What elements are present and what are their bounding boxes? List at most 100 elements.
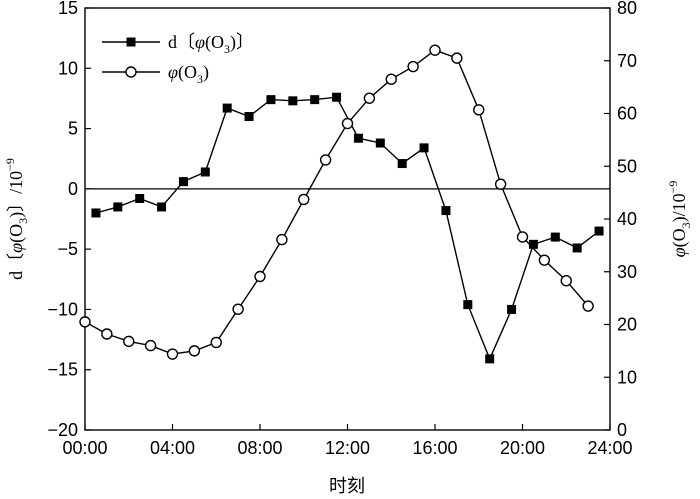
label-part-0: φ — [168, 62, 178, 82]
right-tick-label: 70 — [617, 51, 637, 71]
right-axis-title: φ(O3)/10−9 — [666, 181, 693, 258]
series-1-point — [494, 178, 507, 190]
label-part-2: (O — [6, 224, 27, 243]
x-tick-label: 16:00 — [412, 438, 457, 458]
legend-marker — [126, 37, 136, 47]
series-0-point — [397, 159, 407, 169]
series-0-point — [178, 177, 188, 187]
right-tick-label: 60 — [617, 104, 637, 124]
label-part-1: φ — [195, 32, 205, 52]
series-0-point — [200, 167, 210, 177]
series-0-point — [353, 133, 363, 143]
series-0-point — [135, 194, 145, 204]
label-part-4: −9 — [666, 181, 680, 194]
right-tick-label: 20 — [617, 315, 637, 335]
series-0-point — [485, 354, 495, 364]
series-0-point — [419, 143, 429, 153]
x-tick-label: 20:00 — [500, 438, 545, 458]
series-1-point — [560, 275, 572, 287]
series-0-point — [572, 243, 582, 253]
series-0-point — [550, 232, 560, 242]
series-1-point — [101, 328, 113, 340]
left-axis: 15 10 5 0 −5 −10 −15 −20 — [47, 0, 91, 440]
right-tick-label: 40 — [617, 209, 637, 229]
label-part-2: (O — [205, 32, 224, 53]
label-part-2: 3 — [197, 72, 203, 86]
series-0-point — [594, 226, 604, 236]
series-1-point — [429, 44, 441, 56]
series-0-point — [441, 206, 451, 216]
series-1-point — [319, 154, 332, 166]
series-1-point — [298, 193, 310, 206]
right-tick-label: 10 — [617, 367, 637, 387]
left-tick-label: −5 — [57, 239, 78, 259]
series-1-point — [144, 339, 157, 352]
series-0-point — [507, 304, 517, 314]
x-axis-title: 时刻 — [329, 476, 365, 496]
label-part-0: φ — [669, 247, 689, 257]
series-0-point — [244, 112, 254, 122]
label-part-0: d〔 — [6, 253, 26, 280]
series-1-point — [254, 270, 266, 283]
legend: d〔φ(O3)〕φ(O3) — [102, 32, 254, 86]
series-1-point — [473, 104, 485, 116]
right-axis: 80 70 60 50 40 30 20 10 0 — [604, 0, 637, 440]
series-1-point — [123, 335, 135, 348]
x-tick-label: 12:00 — [325, 438, 370, 458]
left-tick-label: −10 — [47, 299, 78, 319]
series-0-point — [310, 95, 320, 105]
x-tick-label: 24:00 — [587, 438, 632, 458]
series-1-point — [385, 73, 397, 85]
label-part-1: (O — [178, 62, 197, 83]
series-0-point — [463, 300, 473, 310]
left-axis-title: d〔φ(O3)〕/10−9 — [3, 158, 30, 280]
left-tick-label: 5 — [68, 119, 78, 139]
right-tick-label: 50 — [617, 156, 637, 176]
label-part-4: )〕/10 — [6, 171, 27, 218]
right-tick-label: 80 — [617, 0, 637, 18]
series-1-point — [407, 60, 419, 73]
left-tick-label: −15 — [47, 360, 78, 380]
label-part-5: −9 — [3, 158, 17, 171]
series-0-point — [375, 138, 385, 148]
series-0-point — [113, 202, 123, 212]
series-layer — [79, 44, 604, 364]
series-0-point — [91, 208, 101, 218]
legend-marker — [125, 66, 137, 78]
series-0-line — [95, 96, 600, 361]
right-tick-label: 30 — [617, 262, 637, 282]
label-part-3: 3 — [224, 42, 230, 56]
legend-label: φ(O3) — [168, 62, 209, 86]
series-1-point — [188, 345, 201, 357]
series-1-point — [232, 303, 244, 315]
series-1-point — [166, 348, 179, 360]
series-1-point — [582, 300, 594, 312]
series-1-point — [516, 231, 529, 243]
x-axis: 00:00 04:00 08:00 12:00 16:00 20:00 24:00 — [62, 424, 633, 458]
series-1-point — [363, 92, 376, 104]
label-part-1: φ — [6, 243, 26, 253]
label-part-1: (O — [669, 228, 690, 247]
series-1-point — [538, 254, 551, 266]
series-0-point — [222, 103, 232, 113]
series-0-point — [528, 239, 538, 249]
left-tick-label: 0 — [68, 179, 78, 199]
series-1-point — [341, 117, 354, 130]
label-part-4: )〕 — [230, 32, 254, 53]
label-part-3: ) — [203, 62, 209, 83]
series-1-point — [210, 336, 222, 349]
left-tick-label: −20 — [47, 420, 78, 440]
label-part-0: d〔 — [168, 32, 195, 52]
x-tick-label: 00:00 — [62, 438, 107, 458]
series-1-point — [451, 52, 463, 64]
label-part-3: )/10 — [669, 193, 690, 222]
series-0-point — [266, 95, 276, 105]
x-tick-label: 08:00 — [237, 438, 282, 458]
left-tick-label: 10 — [58, 58, 78, 78]
x-tick-label: 04:00 — [150, 438, 195, 458]
label-part-3: 3 — [16, 218, 30, 224]
right-tick-label: 0 — [617, 420, 627, 440]
left-tick-label: 15 — [58, 0, 78, 18]
series-1-point — [276, 233, 288, 246]
